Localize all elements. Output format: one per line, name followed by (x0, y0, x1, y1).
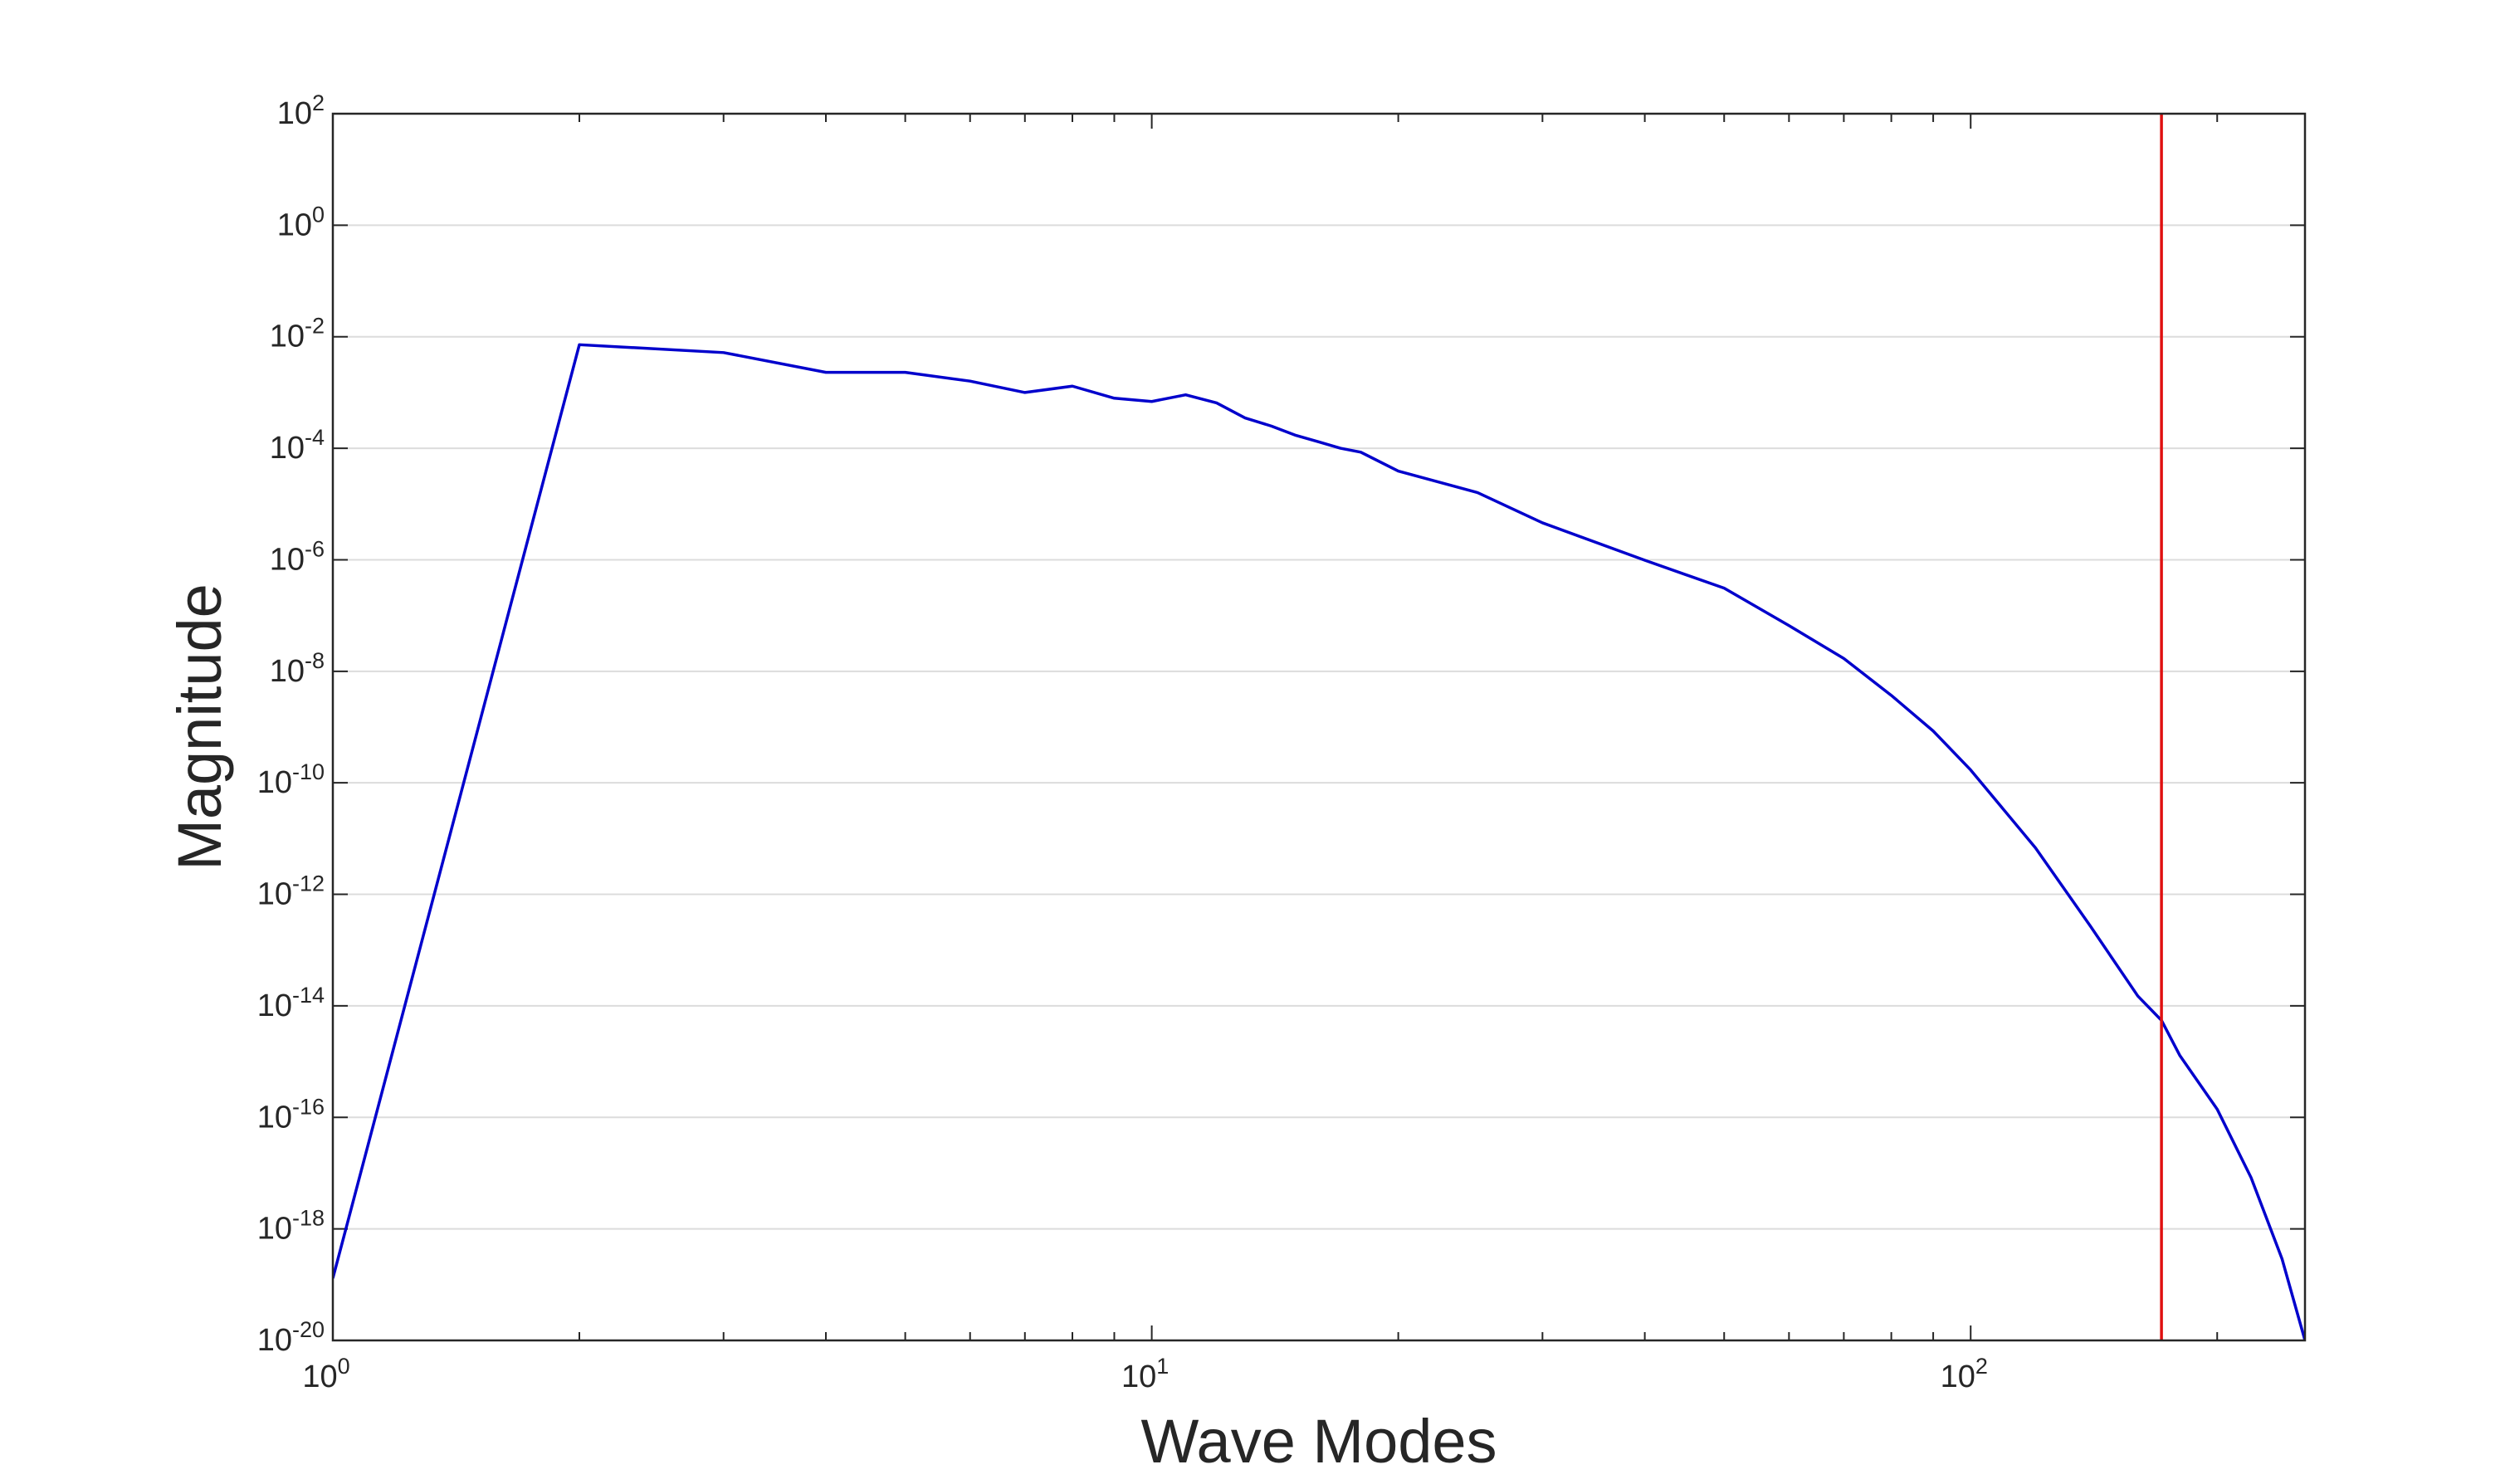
tick-exponent: 2 (1975, 1354, 1988, 1379)
y-tick-label: 10-4 (270, 425, 325, 466)
y-tick-label: 102 (277, 90, 325, 131)
y-tick-label: 10-20 (257, 1317, 325, 1358)
tick-base: 10 (1121, 1360, 1156, 1394)
x-tick-label: 101 (1121, 1354, 1169, 1394)
tick-exponent: -18 (292, 1206, 325, 1231)
tick-exponent: -2 (305, 314, 325, 339)
tick-exponent: 2 (312, 90, 325, 115)
tick-base: 10 (257, 1323, 292, 1358)
y-tick-label: 10-12 (257, 871, 325, 912)
y-tick-label: 10-18 (257, 1206, 325, 1247)
tick-base: 10 (277, 207, 312, 242)
data-line (333, 343, 2305, 1340)
y-tick-label: 10-16 (257, 1094, 325, 1135)
tick-base: 10 (257, 765, 292, 800)
tick-base: 10 (257, 1100, 292, 1135)
y-tick-label: 100 (277, 202, 325, 242)
tick-exponent: -6 (305, 536, 325, 561)
tick-exponent: 1 (1156, 1354, 1169, 1379)
tick-exponent: -8 (305, 648, 325, 673)
y-axis-label: Magnitude (165, 583, 234, 871)
tick-base: 10 (257, 877, 292, 912)
tick-base: 10 (257, 1212, 292, 1247)
tick-exponent: -10 (292, 759, 325, 784)
tick-exponent: -12 (292, 871, 325, 896)
tick-exponent: 0 (338, 1354, 350, 1379)
tick-exponent: -14 (292, 983, 325, 1008)
tick-base: 10 (1941, 1360, 1975, 1394)
tick-base: 10 (270, 431, 305, 466)
x-axis-label: Wave Modes (1140, 1407, 1497, 1476)
tick-base: 10 (302, 1360, 337, 1394)
axes-box (331, 112, 2307, 1342)
tick-base: 10 (270, 542, 305, 577)
tick-base: 10 (270, 654, 305, 689)
tick-base: 10 (257, 989, 292, 1023)
y-tick-label: 10-2 (270, 314, 325, 354)
tick-exponent: -4 (305, 425, 325, 450)
x-tick-label: 102 (1941, 1354, 1988, 1394)
y-tick-label: 10-8 (270, 648, 325, 689)
y-tick-label: 10-14 (257, 983, 325, 1023)
x-tick-label: 100 (302, 1354, 349, 1394)
tick-exponent: -16 (292, 1094, 325, 1119)
y-tick-label: 10-10 (257, 759, 325, 800)
tick-exponent: -20 (292, 1317, 325, 1342)
tick-exponent: 0 (312, 202, 325, 227)
tick-base: 10 (277, 96, 312, 131)
y-tick-label: 10-6 (270, 536, 325, 577)
tick-base: 10 (270, 320, 305, 354)
